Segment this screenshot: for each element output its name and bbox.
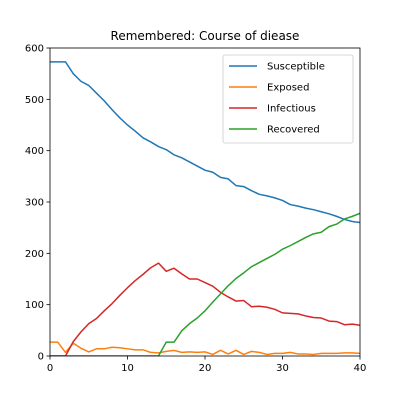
chart-title: Remembered: Course of diease xyxy=(111,29,300,43)
y-tick-label: 500 xyxy=(25,95,44,106)
series-line-recovered xyxy=(50,212,360,356)
legend-label-recovered: Recovered xyxy=(267,125,320,136)
series-line-infectious xyxy=(50,262,360,356)
x-tick-label: 0 xyxy=(47,363,53,374)
plot-area: 0 10 20 30 400100200300400500600SusceptibleE… xyxy=(25,44,366,375)
x-tick-label: 20 xyxy=(199,363,212,374)
legend-label-exposed: Exposed xyxy=(267,83,309,94)
x-tick-label: 10 xyxy=(121,363,134,374)
legend-label-susceptible: Susceptible xyxy=(267,62,325,73)
x-tick-label: 30 xyxy=(276,363,289,374)
series-line-exposed xyxy=(50,341,360,356)
y-tick-label: 300 xyxy=(25,198,44,209)
y-tick-label: 200 xyxy=(25,249,44,260)
y-tick-label: 600 xyxy=(25,44,44,55)
y-tick-label: 100 xyxy=(25,300,44,311)
x-tick-label: 40 xyxy=(354,363,367,374)
y-tick-label: 400 xyxy=(25,146,44,157)
legend-box xyxy=(222,54,354,144)
y-tick-label: 0 xyxy=(38,352,44,363)
legend-label-infectious: Infectious xyxy=(267,104,316,115)
series-line-susceptible xyxy=(50,61,360,224)
